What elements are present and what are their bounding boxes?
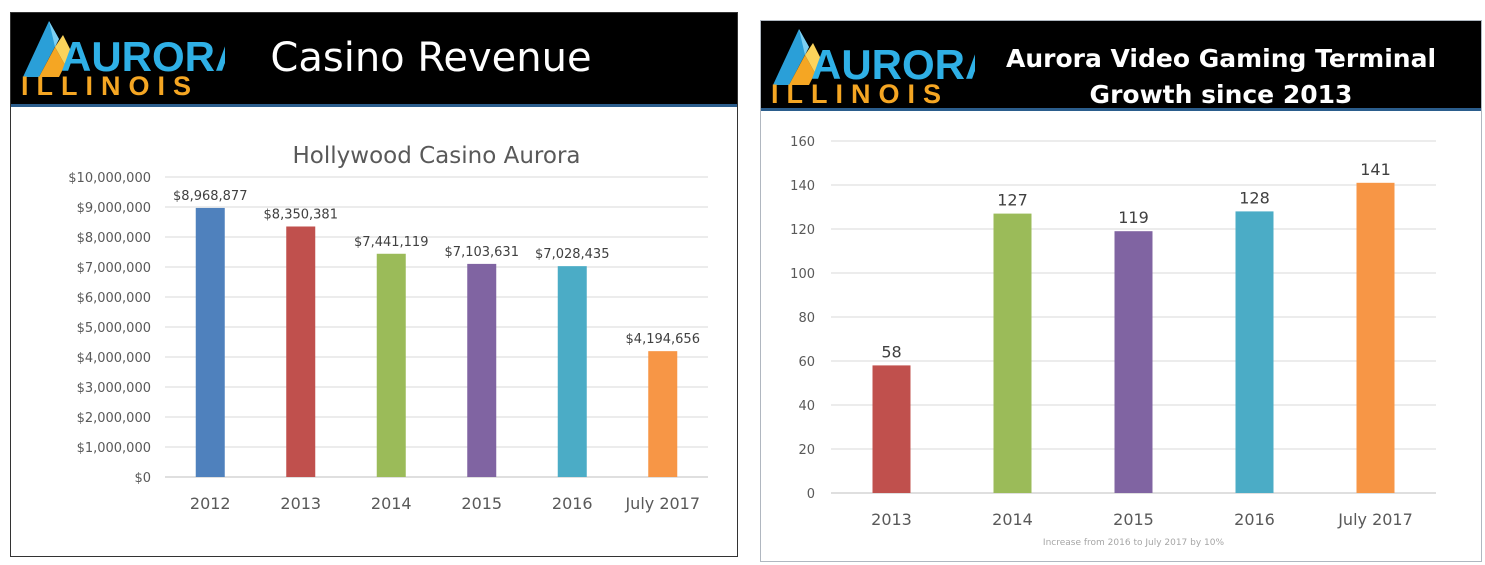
y-tick-label: $10,000,000 — [68, 171, 151, 186]
bar — [1235, 211, 1274, 493]
bar — [872, 365, 911, 493]
svg-text:AURORA: AURORA — [61, 33, 225, 80]
data-label: $4,194,656 — [626, 332, 700, 347]
video-gaming-slide: AURORA ILLINOIS Aurora Video Gaming Term… — [760, 20, 1482, 562]
y-tick-label: $6,000,000 — [77, 291, 151, 306]
aurora-illinois-logo: AURORA ILLINOIS — [771, 29, 975, 107]
y-tick-label: 80 — [798, 311, 815, 326]
bar — [376, 253, 406, 477]
slide-title: Aurora Video Gaming Terminal Growth sinc… — [991, 41, 1451, 113]
data-label: $7,103,631 — [445, 245, 519, 260]
x-tick-label: July 2017 — [1337, 510, 1413, 529]
y-tick-label: $4,000,000 — [77, 351, 151, 366]
bar — [286, 226, 316, 477]
y-tick-label: 160 — [790, 135, 815, 150]
data-label: 58 — [881, 342, 901, 361]
bar — [648, 351, 678, 477]
data-label: 128 — [1239, 188, 1270, 207]
x-tick-label: 2014 — [992, 510, 1033, 529]
data-label: $7,441,119 — [354, 235, 428, 250]
x-tick-label: 2015 — [1113, 510, 1154, 529]
svg-text:ILLINOIS: ILLINOIS — [771, 79, 949, 107]
data-label: $8,350,381 — [264, 207, 338, 222]
y-tick-label: 140 — [790, 179, 815, 194]
bar — [467, 263, 497, 477]
data-label: 119 — [1118, 208, 1149, 227]
x-tick-label: 2012 — [190, 494, 231, 513]
slide-header: AURORA ILLINOIS Aurora Video Gaming Term… — [761, 21, 1481, 111]
x-tick-label: July 2017 — [624, 494, 700, 513]
slide-title: Casino Revenue — [270, 35, 592, 81]
y-tick-label: $7,000,000 — [77, 261, 151, 276]
y-tick-label: 40 — [798, 399, 815, 414]
video-gaming-terminal-chart: 0 20 40 60 80 100 120 140 160 58 2013 127 2014 119 201… — [790, 135, 1436, 548]
x-tick-label: 2013 — [871, 510, 912, 529]
y-tick-label: $2,000,000 — [77, 411, 151, 426]
x-tick-label: 2014 — [371, 494, 412, 513]
x-axis-note: Increase from 2016 to July 2017 by 10% — [1043, 538, 1225, 548]
slide-header: AURORA ILLINOIS Casino Revenue — [11, 13, 737, 107]
data-label: 127 — [997, 191, 1028, 210]
bar — [1356, 182, 1395, 494]
y-tick-label: $3,000,000 — [77, 381, 151, 396]
bar — [557, 266, 587, 477]
bar — [993, 213, 1032, 493]
y-tick-label: $5,000,000 — [77, 321, 151, 336]
x-tick-label: 2015 — [461, 494, 502, 513]
svg-text:ILLINOIS: ILLINOIS — [21, 71, 199, 99]
y-tick-label: 60 — [798, 355, 815, 370]
y-tick-label: 0 — [807, 487, 815, 502]
x-tick-label: 2013 — [280, 494, 321, 513]
svg-text:AURORA: AURORA — [811, 41, 975, 88]
y-tick-label: $8,000,000 — [77, 231, 151, 246]
chart-title: Hollywood Casino Aurora — [293, 143, 581, 169]
y-tick-label: 100 — [790, 267, 815, 282]
slide-title-line-1: Aurora Video Gaming Terminal — [1005, 44, 1437, 73]
casino-revenue-slide: AURORA ILLINOIS Casino Revenue Hollywood… — [10, 12, 738, 557]
data-label: 141 — [1360, 160, 1391, 179]
y-tick-label: 20 — [798, 443, 815, 458]
y-tick-label: 120 — [790, 223, 815, 238]
bar — [195, 207, 225, 477]
aurora-illinois-logo: AURORA ILLINOIS — [21, 21, 225, 99]
data-label: $8,968,877 — [173, 189, 247, 204]
y-tick-label: $1,000,000 — [77, 441, 151, 456]
y-tick-label: $9,000,000 — [77, 201, 151, 216]
bar — [1114, 231, 1153, 493]
data-label: $7,028,435 — [535, 247, 609, 262]
x-tick-label: 2016 — [552, 494, 593, 513]
x-tick-label: 2016 — [1234, 510, 1275, 529]
slide-title-line-2: Growth since 2013 — [1089, 80, 1353, 109]
casino-revenue-chart: Hollywood Casino Aurora $0 $1,000,000 $2,00… — [68, 143, 708, 513]
y-tick-label: $0 — [134, 471, 151, 486]
